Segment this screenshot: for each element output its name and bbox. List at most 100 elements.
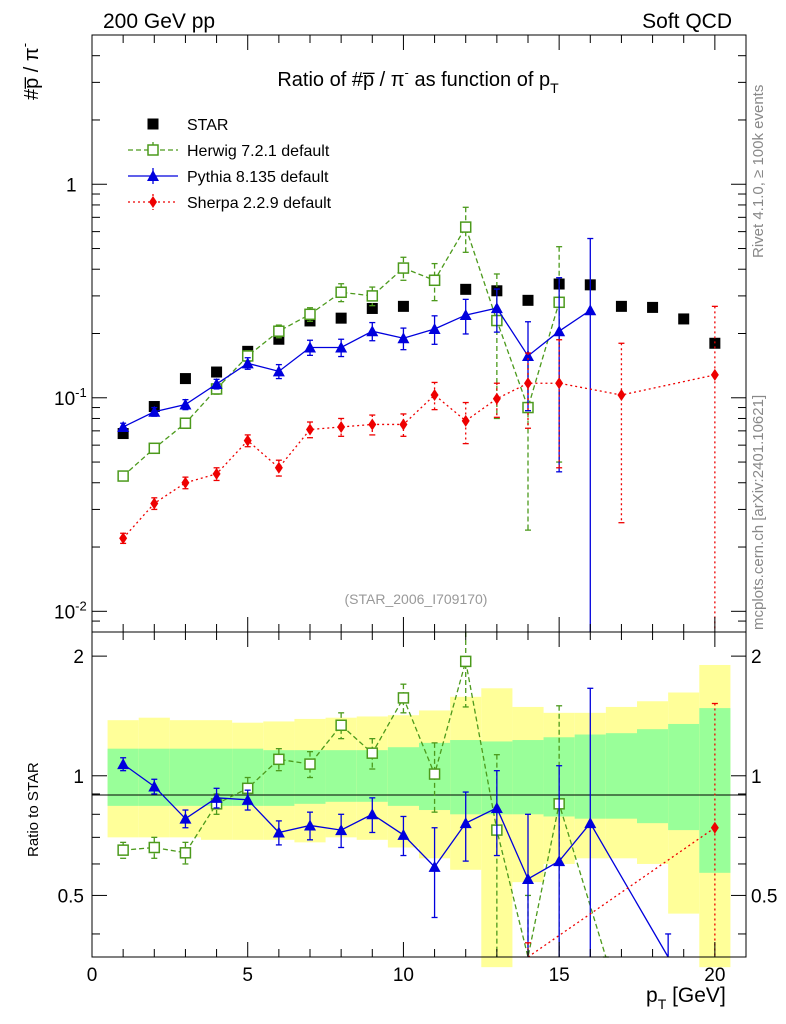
y-tick-label: 10-2 <box>54 598 87 623</box>
data-point <box>117 844 129 856</box>
data-point <box>617 389 626 402</box>
star-uncertainty-bands <box>107 664 731 968</box>
band-inner <box>325 750 357 802</box>
header-left: 200 GeV pp <box>103 10 215 33</box>
data-point <box>584 304 597 316</box>
data-point <box>522 294 534 306</box>
data-point <box>147 118 159 130</box>
legend-label: Herwig 7.2.1 default <box>187 143 330 160</box>
data-point <box>647 301 659 313</box>
series-line <box>122 374 715 539</box>
data-point <box>366 302 378 314</box>
data-point <box>460 283 472 295</box>
data-point <box>241 357 254 369</box>
ratio-frame <box>91 631 747 958</box>
data-point <box>490 801 503 813</box>
data-point <box>366 290 379 302</box>
data-point <box>459 309 472 321</box>
data-point <box>397 262 410 274</box>
y-tick-label: 1 <box>66 175 77 196</box>
data-point <box>274 461 283 474</box>
data-point <box>148 780 161 792</box>
data-point <box>241 793 254 805</box>
legend-item: Pythia 8.135 default <box>128 168 329 186</box>
data-point <box>119 532 128 545</box>
chart-title: Ratio of #p̅ / π- as function of pT <box>277 65 559 96</box>
ratio-pythia <box>117 687 672 958</box>
data-point <box>397 828 410 840</box>
data-point <box>584 817 597 829</box>
x-tick-label: 0 <box>87 965 98 986</box>
data-point <box>522 872 534 884</box>
data-point <box>397 332 410 344</box>
data-point <box>524 377 532 390</box>
data-point <box>335 312 347 324</box>
x-axis-label: pT [GeV] <box>646 984 726 1012</box>
data-point <box>428 768 441 780</box>
data-point <box>149 196 157 208</box>
data-point <box>117 428 129 440</box>
data-point <box>304 819 316 831</box>
legend: STAR Herwig 7.2.1 default Pythia 8.135 def… <box>128 117 332 212</box>
series-line <box>122 307 591 428</box>
data-point <box>179 398 192 410</box>
data-point <box>428 322 441 334</box>
analysis-annotation: (STAR_2006_I709170) <box>345 591 488 607</box>
mcplots-label: mcplots.cern.ch [arXiv:2401.10621] <box>750 395 767 630</box>
data-point <box>243 434 252 447</box>
band-inner <box>387 747 419 806</box>
data-point <box>366 747 379 759</box>
data-point <box>179 373 191 385</box>
ratio-tick-label-right: 0.5 <box>751 886 777 907</box>
series-sherpa <box>119 305 719 632</box>
header-right: Soft QCD <box>642 10 732 33</box>
y-tick-label: 10-1 <box>54 385 87 410</box>
series-line <box>122 225 560 477</box>
x-tick-label: 20 <box>704 965 725 986</box>
band-inner <box>512 740 544 815</box>
y-axis-label: #p̅ / π- <box>17 43 43 100</box>
data-point <box>397 692 410 704</box>
data-point <box>179 812 192 824</box>
data-point <box>335 341 348 353</box>
x-tick-label: 15 <box>549 965 570 986</box>
axis-ticks: 0 5 10 15 20 10-2 10-1 1 0.5 0.5 1 1 2 2 <box>54 34 777 986</box>
data-point <box>117 758 130 770</box>
x-tick-label: 5 <box>242 965 253 986</box>
data-point <box>492 392 501 405</box>
data-point <box>678 313 690 325</box>
data-point <box>147 170 159 181</box>
data-point <box>428 274 441 287</box>
series-star <box>117 274 721 440</box>
data-point <box>272 365 285 377</box>
data-point <box>210 791 223 803</box>
legend-item: Sherpa 2.2.9 default <box>128 194 332 212</box>
data-point <box>430 389 439 402</box>
data-point <box>459 817 472 829</box>
data-point <box>212 467 221 480</box>
data-point <box>273 753 285 766</box>
data-point <box>304 341 316 353</box>
data-point <box>148 841 161 854</box>
series-pythia <box>117 237 597 632</box>
legend-label: Sherpa 2.2.9 default <box>187 195 332 212</box>
band-inner <box>605 733 637 819</box>
data-point <box>337 420 346 433</box>
data-point <box>306 423 314 436</box>
legend-label: STAR <box>187 117 228 134</box>
data-point <box>148 442 161 455</box>
data-point <box>615 300 627 312</box>
data-point <box>397 300 409 312</box>
data-point <box>181 476 190 489</box>
data-point <box>366 808 379 820</box>
ratio-tick-label-right: 2 <box>751 647 762 668</box>
data-point <box>459 655 472 668</box>
series-layer <box>117 206 721 958</box>
legend-item: Herwig 7.2.1 default <box>128 142 330 160</box>
data-point <box>273 325 285 337</box>
data-point <box>335 824 348 836</box>
data-point <box>522 349 534 361</box>
data-point <box>304 308 316 321</box>
legend-item: STAR <box>147 117 228 134</box>
